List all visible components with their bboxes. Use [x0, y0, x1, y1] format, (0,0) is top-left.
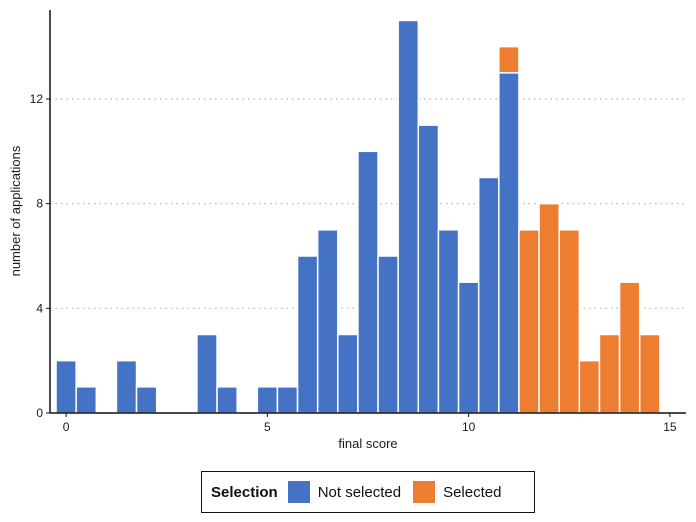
bar-selected: [558, 229, 581, 414]
bar-not-selected: [377, 255, 399, 414]
legend-swatch-not-selected: [287, 481, 310, 503]
legend-swatch-selected: [413, 481, 436, 503]
bar-selected: [618, 281, 641, 414]
legend-item-not-selected: Not selected: [287, 481, 402, 503]
y-axis-title: number of applications: [8, 145, 23, 276]
bar-not-selected: [437, 229, 460, 414]
x-axis-title: final score: [338, 436, 397, 451]
y-tick-label: 12: [30, 92, 44, 106]
bar-not-selected: [216, 386, 238, 414]
bar-selected: [518, 229, 540, 414]
bar-selected: [638, 333, 661, 414]
bar-not-selected: [477, 176, 500, 414]
bar-selected: [538, 202, 560, 414]
legend-item-selected: Selected: [413, 481, 501, 503]
x-tick-label: 0: [63, 420, 70, 434]
bar-not-selected: [276, 386, 299, 414]
bar-not-selected: [256, 386, 279, 414]
bar-not-selected: [357, 150, 379, 414]
bar-not-selected: [316, 229, 339, 414]
bar-not-selected: [417, 124, 440, 414]
bar-not-selected: [75, 386, 98, 414]
y-tick-label: 0: [36, 406, 43, 420]
x-ticks: 0 5 10 15: [63, 413, 677, 434]
bar-not-selected: [196, 333, 218, 414]
grid-lines: [50, 98, 686, 309]
y-tick-label: 8: [36, 197, 43, 211]
legend-title: Selection: [211, 483, 278, 501]
bar-not-selected: [296, 255, 319, 414]
bar-not-selected: [135, 386, 158, 414]
bar-not-selected: [55, 359, 77, 414]
legend-label-selected: Selected: [443, 483, 502, 501]
bar-not-selected: [337, 333, 359, 414]
bar-selected: [498, 45, 520, 74]
x-tick-label: 15: [663, 420, 677, 434]
bar-not-selected: [397, 19, 420, 414]
legend: Selection Not selected Selected: [201, 471, 535, 513]
bar-selected: [578, 359, 601, 414]
legend-label-not-selected: Not selected: [317, 483, 402, 501]
bar-not-selected: [115, 359, 138, 414]
y-tick-label: 4: [36, 301, 43, 315]
bar-selected: [598, 333, 621, 414]
bars: [55, 19, 661, 414]
bar-not-selected: [498, 72, 520, 414]
x-tick-label: 10: [462, 420, 476, 434]
x-tick-label: 5: [264, 420, 271, 434]
bar-not-selected: [457, 281, 480, 414]
y-ticks: 0 4 8 12: [30, 92, 50, 420]
